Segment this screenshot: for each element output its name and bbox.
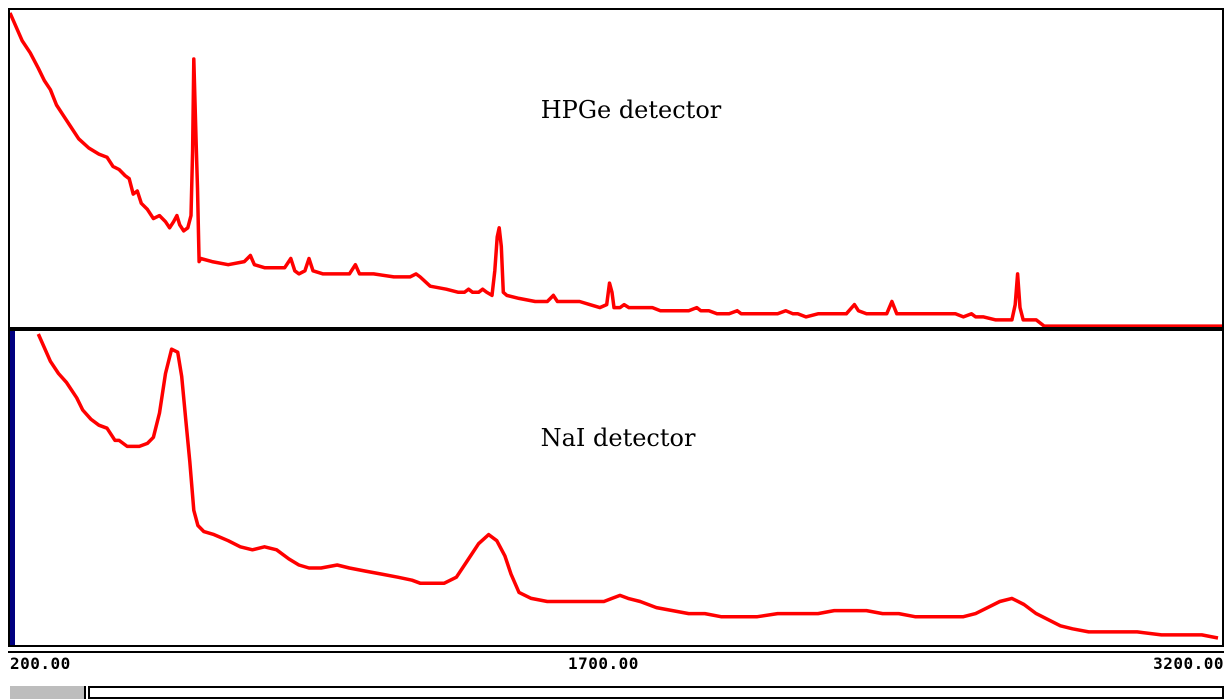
hpge-spectrum-panel: HPGe detector xyxy=(8,8,1224,329)
spectrum-series-line xyxy=(36,333,1219,640)
scrollbar-track[interactable] xyxy=(88,686,1224,699)
spectrum-series-line xyxy=(10,12,1222,327)
axis-rule-top xyxy=(8,651,1224,653)
nai-plot-area: NaI detector xyxy=(10,331,1219,645)
nai-spectrum-panel: NaI detector xyxy=(8,329,1224,647)
horizontal-scrollbar[interactable] xyxy=(8,685,1224,700)
x-tick-label: 200.00 xyxy=(10,654,71,673)
hpge-panel-label: HPGe detector xyxy=(541,96,722,124)
x-tick-label: 1700.00 xyxy=(568,654,639,673)
nai-panel-label: NaI detector xyxy=(541,424,696,452)
scrollbar-thumb[interactable] xyxy=(10,686,86,699)
channel-cursor-bar[interactable] xyxy=(10,331,15,645)
x-tick-label: 3200.00 xyxy=(1153,654,1224,673)
energy-axis: 200.00 1700.00 3200.00 xyxy=(8,647,1224,685)
hpge-plot-area: HPGe detector xyxy=(10,12,1222,327)
